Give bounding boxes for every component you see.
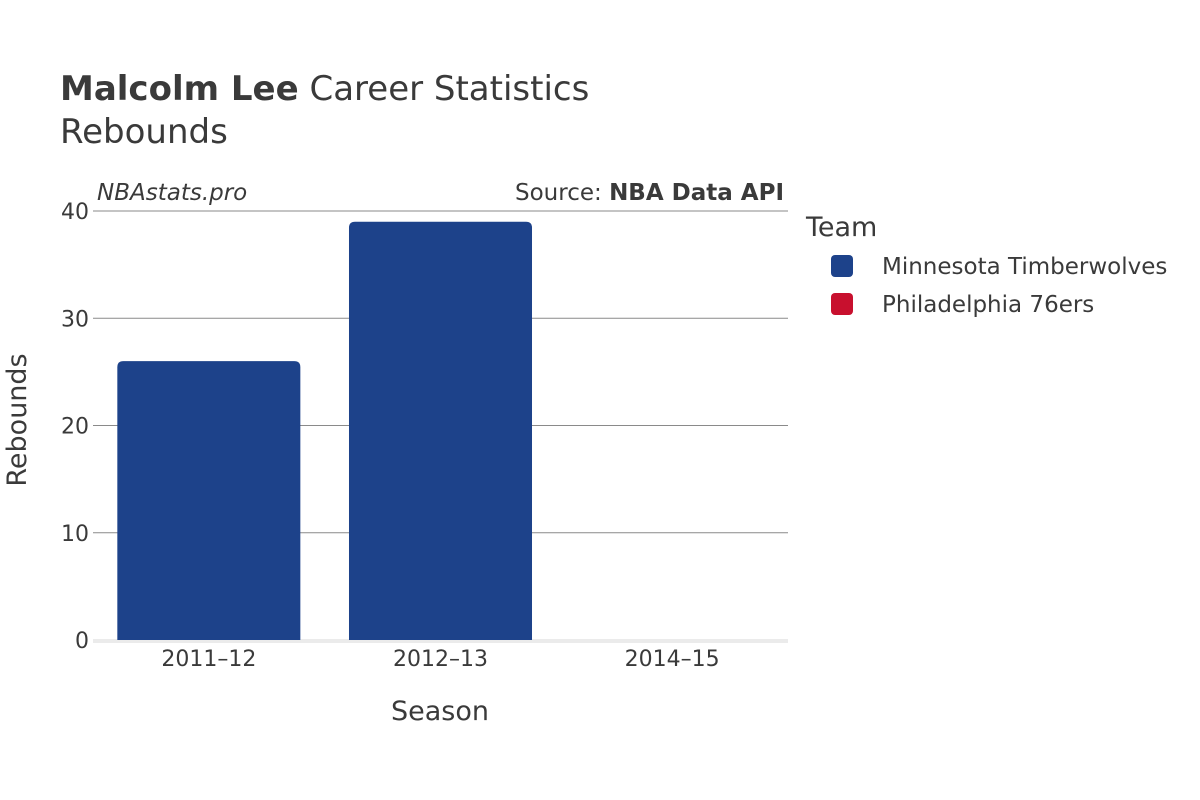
legend-swatch <box>831 293 853 315</box>
y-tick-label: 0 <box>75 629 89 654</box>
zero-baseline <box>93 639 788 643</box>
x-axis-label: Season <box>391 696 489 727</box>
title-rest: Career Statistics <box>299 69 590 109</box>
x-tick-label: 2012–13 <box>393 647 488 672</box>
chart-title: Malcolm Lee Career Statistics <box>60 69 589 109</box>
legend-item-label: Philadelphia 76ers <box>882 292 1094 318</box>
y-tick-label: 10 <box>61 522 89 547</box>
legend-title: Team <box>805 212 877 243</box>
x-tick-label: 2011–12 <box>161 647 256 672</box>
legend: Minnesota Timberwolves Philadelphia 76ers <box>831 254 1167 318</box>
x-tick-labels: 2011–12 2012–13 2014–15 <box>161 647 719 672</box>
y-tick-label: 40 <box>61 200 89 225</box>
bar <box>348 221 533 640</box>
y-tick-labels: 0 10 20 30 40 <box>61 200 89 654</box>
legend-swatch <box>831 255 853 277</box>
y-axis-label: Rebounds <box>2 353 33 486</box>
y-tick-label: 20 <box>61 415 89 440</box>
bars <box>117 221 533 640</box>
source-credit: Source: NBA Data API <box>515 180 784 206</box>
bar <box>117 361 301 640</box>
y-tick-label: 30 <box>61 307 89 332</box>
legend-item-label: Minnesota Timberwolves <box>882 254 1167 280</box>
title-player-name: Malcolm Lee <box>60 69 299 109</box>
watermark: NBAstats.pro <box>97 180 247 206</box>
chart-subtitle: Rebounds <box>60 112 228 152</box>
source-prefix: Source: <box>515 180 609 206</box>
source-name: NBA Data API <box>609 180 784 206</box>
x-tick-label: 2014–15 <box>625 647 720 672</box>
